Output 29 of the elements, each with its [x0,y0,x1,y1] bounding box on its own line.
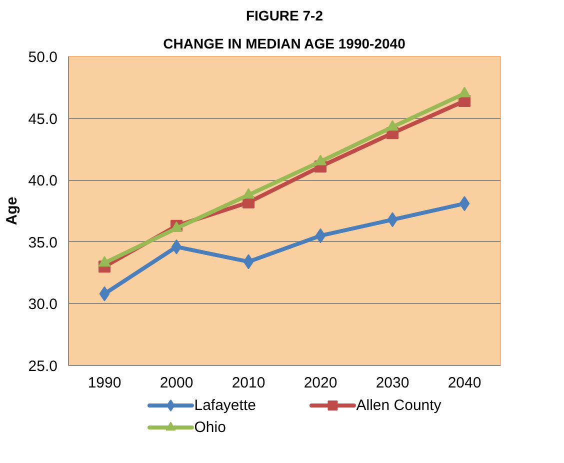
point [98,256,110,267]
x-tick-label: 2030 [376,374,410,392]
point [243,254,254,270]
chart-subtitle: CHANGE IN MEDIAN AGE 1990-2040 [163,36,406,52]
y-tick-label: 45.0 [28,110,58,128]
point [387,212,398,228]
x-tick-label: 1990 [88,374,122,392]
y-tick-label: 50.0 [28,49,58,66]
y-tick-label: 35.0 [28,234,58,252]
y-tick-label: 30.0 [28,296,58,314]
y-tick-label: 25.0 [28,358,58,375]
point [459,196,470,212]
point [458,86,470,98]
x-tick-label: 2010 [232,374,266,392]
point [171,239,182,254]
point [99,286,110,302]
legend-label: Ohio [194,419,226,436]
y-tick-label: 40.0 [28,172,58,190]
x-tick-label: 2040 [448,374,482,392]
point [315,228,326,244]
point [386,120,398,131]
legend-label: Allen County [356,397,442,414]
point [242,188,254,199]
chart-title: FIGURE 7-2 [246,8,324,24]
x-tick-label: 2020 [304,374,338,392]
y-axis-title: Age [3,196,20,226]
x-tick-label: 2000 [160,374,194,392]
point [314,154,326,166]
legend-label: Lafayette [194,397,256,414]
